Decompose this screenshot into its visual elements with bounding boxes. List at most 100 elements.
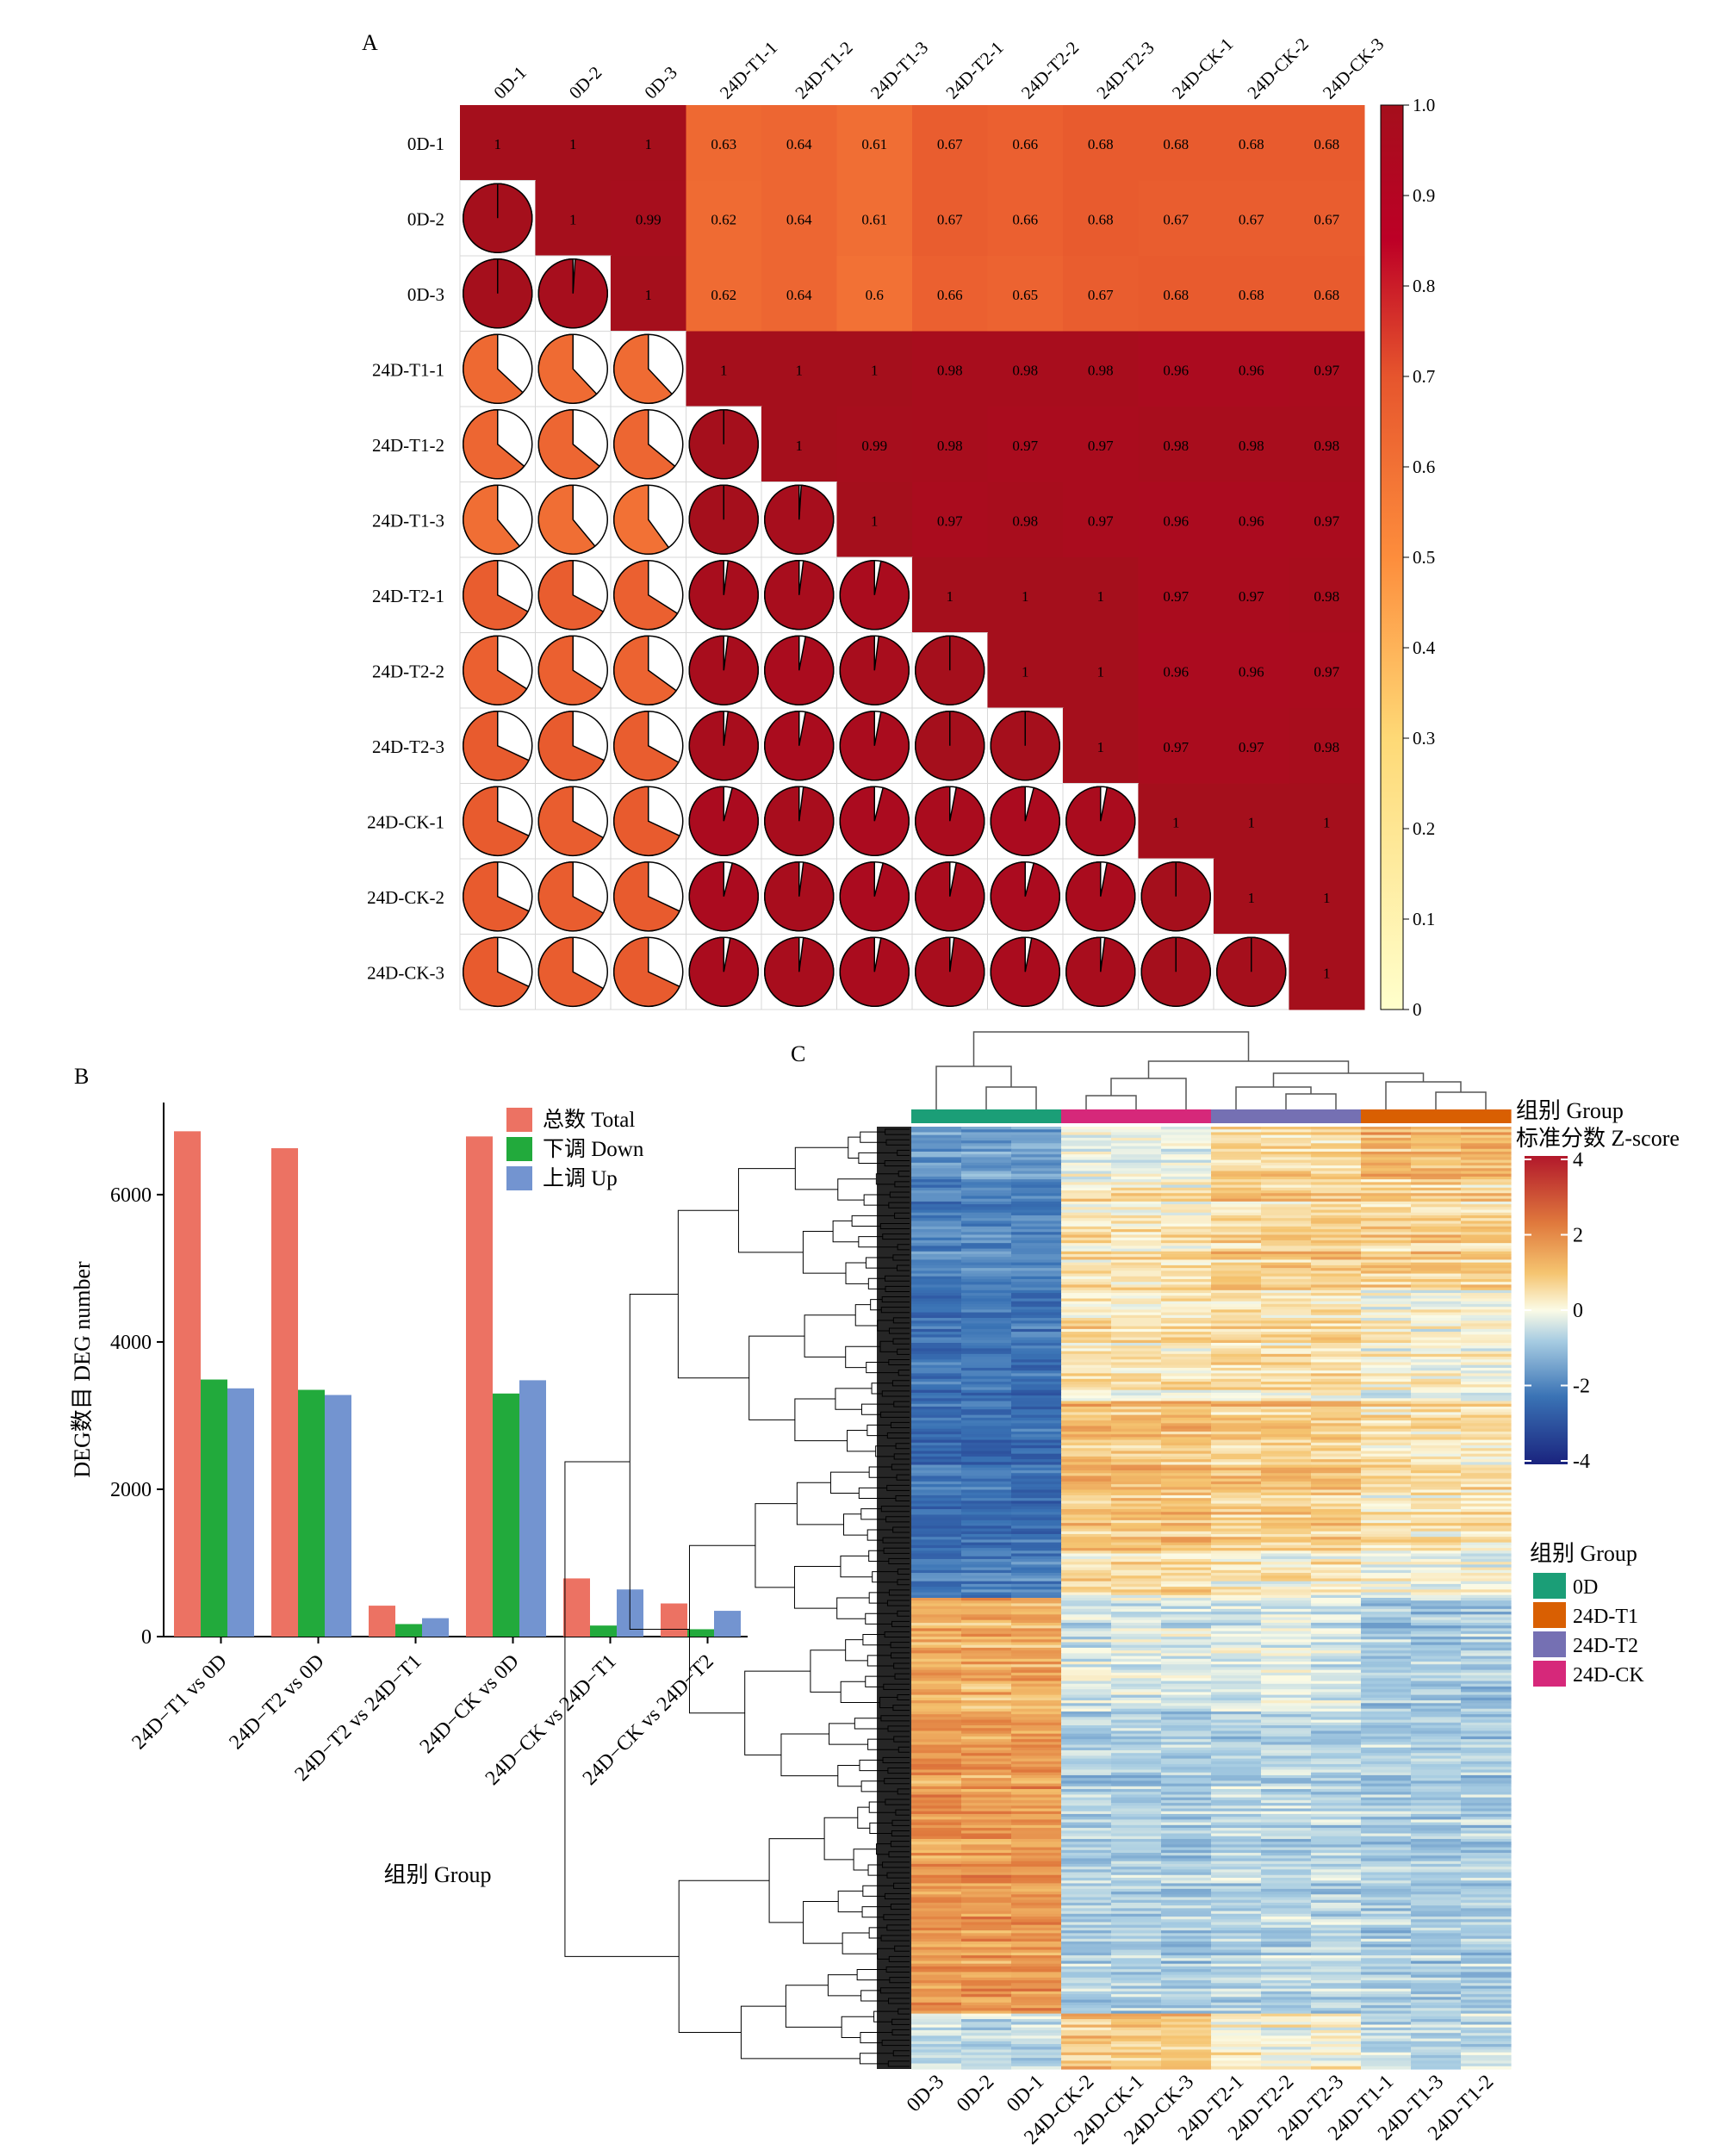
heatmap-cell — [961, 1140, 1012, 1144]
heatmap-cell — [1361, 1736, 1412, 1740]
heatmap-cell — [1111, 1198, 1162, 1202]
heatmap-cell — [1161, 1137, 1212, 1141]
heatmap-cell — [1361, 1849, 1412, 1854]
heatmap-cell — [1411, 1182, 1462, 1186]
heatmap-cell — [1211, 1387, 1262, 1391]
heatmap-cell — [1361, 1886, 1412, 1890]
heatmap-cell — [1011, 2041, 1062, 2045]
heatmap-cell — [1061, 1537, 1112, 1541]
heatmap-cell — [911, 1278, 962, 1283]
correlation-value: 1 — [1022, 663, 1029, 680]
heatmap-cell — [1411, 1587, 1462, 1590]
heatmap-cell — [1311, 1600, 1362, 1605]
heatmap-cell — [1111, 1378, 1162, 1382]
heatmap-cell — [1311, 1938, 1362, 1942]
heatmap-cell — [1411, 1808, 1462, 1812]
heatmap-cell — [1111, 1819, 1162, 1824]
heatmap-cell — [1011, 1963, 1062, 1967]
heatmap-cell — [1261, 1769, 1312, 1774]
heatmap-cell — [961, 1808, 1012, 1812]
heatmap-cell — [1261, 1824, 1312, 1829]
zscore-tick-label: -4 — [1573, 1451, 1590, 1473]
heatmap-cell — [1211, 1492, 1262, 1496]
heatmap-cell — [911, 1703, 962, 1707]
heatmap-cell — [961, 1769, 1012, 1774]
heatmap-cell — [1061, 1703, 1112, 1707]
heatmap-cell — [1361, 1389, 1412, 1394]
heatmap-cell — [1061, 1583, 1112, 1587]
heatmap-cell — [1461, 1207, 1512, 1211]
heatmap-cell — [1411, 1739, 1462, 1743]
heatmap-cell — [1261, 1917, 1312, 1920]
heatmap-cell — [1111, 1886, 1162, 1890]
heatmap-cell — [911, 1512, 962, 1516]
heatmap-cell — [961, 1539, 1012, 1544]
heatmap-cell — [961, 1761, 1012, 1765]
heatmap-cell — [1111, 1708, 1162, 1712]
heatmap-cell — [1161, 1414, 1212, 1419]
heatmap-cell — [1211, 1314, 1262, 1319]
heatmap-cell — [1161, 1359, 1212, 1364]
heatmap-cell — [911, 1583, 962, 1587]
heatmap-cell — [1211, 1334, 1262, 1339]
heatmap-cell — [1011, 1289, 1062, 1294]
heatmap-cell — [911, 2054, 962, 2059]
heatmap-cell — [1161, 1384, 1212, 1389]
heatmap-cell — [1261, 1703, 1312, 1707]
heatmap-cell — [1061, 1774, 1112, 1779]
heatmap-cell — [911, 1481, 962, 1485]
heatmap-cell — [1411, 2013, 1462, 2017]
heatmap-cell — [1411, 1980, 1462, 1984]
heatmap-cell — [1411, 1196, 1462, 1200]
matrix-tile — [1138, 331, 1214, 407]
heatmap-cell — [1161, 1301, 1212, 1305]
heatmap-cell — [1361, 1196, 1412, 1200]
heatmap-cell — [1061, 1564, 1112, 1569]
heatmap-cell — [1061, 1514, 1112, 1519]
heatmap-cell — [1311, 1653, 1362, 1657]
heatmap-cell — [1061, 1207, 1112, 1211]
colorbar-tick-label: 0.6 — [1413, 457, 1435, 477]
bar — [227, 1388, 254, 1637]
matrix-tile — [686, 256, 762, 332]
heatmap-cell — [961, 1562, 1012, 1565]
heatmap-cell — [1111, 1533, 1162, 1538]
heatmap-cell — [1061, 1625, 1112, 1629]
heatmap-cell — [1361, 1842, 1412, 1845]
heatmap-cell — [1311, 1753, 1362, 1757]
heatmap-cell — [1461, 1924, 1512, 1929]
heatmap-cell — [1161, 1633, 1212, 1637]
heatmap-cell — [1411, 1764, 1462, 1768]
zscore-tick-label: 4 — [1573, 1149, 1583, 1171]
heatmap-cell — [1311, 1246, 1362, 1250]
heatmap-cell — [911, 1575, 962, 1580]
matrix-tile — [1138, 783, 1214, 860]
heatmap-cell — [1111, 1168, 1162, 1172]
matrix-tile — [1138, 256, 1214, 332]
heatmap-cell — [1011, 1171, 1062, 1175]
heatmap-cell — [1461, 1617, 1512, 1621]
heatmap-cell — [1061, 1484, 1112, 1488]
heatmap-cell — [1011, 1196, 1062, 1200]
heatmap-cell — [1461, 1464, 1512, 1469]
matrix-tile — [1063, 331, 1139, 407]
heatmap-cell — [1161, 1417, 1212, 1421]
heatmap-cell — [1111, 1193, 1162, 1197]
heatmap-cell — [1461, 2008, 1512, 2012]
heatmap-cell — [1211, 1487, 1262, 1491]
heatmap-cell — [1161, 1428, 1212, 1432]
heatmap-cell — [1461, 2058, 1512, 2061]
heatmap-cell — [1111, 1722, 1162, 1726]
heatmap-cell — [1111, 1755, 1162, 1760]
heatmap-cell — [961, 1728, 1012, 1732]
heatmap-cell — [1411, 1662, 1462, 1665]
heatmap-cell — [1361, 1273, 1412, 1277]
heatmap-cell — [1461, 1481, 1512, 1485]
heatmap-cell — [1111, 1201, 1162, 1205]
heatmap-cell — [911, 2016, 962, 2020]
heatmap-cell — [1411, 1700, 1462, 1704]
group-annotation-cell — [1361, 1109, 1412, 1123]
heatmap-cell — [1261, 1813, 1312, 1817]
heatmap-cell — [1411, 1969, 1462, 1973]
heatmap-cell — [1061, 1642, 1112, 1646]
